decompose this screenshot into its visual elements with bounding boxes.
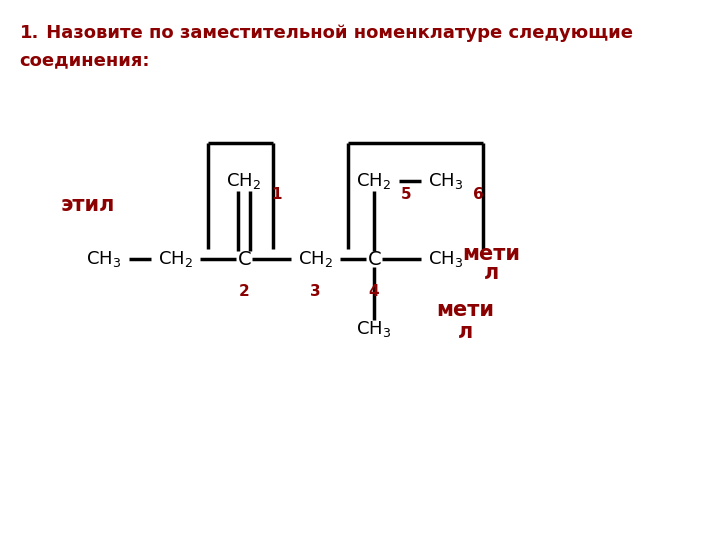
Text: $\mathregular{C}$: $\mathregular{C}$ bbox=[237, 249, 251, 269]
Text: $\mathregular{CH_3}$: $\mathregular{CH_3}$ bbox=[356, 319, 392, 340]
Text: $\mathregular{CH_3}$: $\mathregular{CH_3}$ bbox=[428, 249, 463, 269]
Text: 3: 3 bbox=[310, 284, 320, 299]
Text: $\mathregular{CH_2}$: $\mathregular{CH_2}$ bbox=[158, 249, 193, 269]
Text: 6: 6 bbox=[473, 187, 484, 202]
Text: соединения:: соединения: bbox=[19, 51, 150, 69]
Text: 1.: 1. bbox=[19, 24, 39, 42]
Text: $\mathregular{CH_3}$: $\mathregular{CH_3}$ bbox=[86, 249, 122, 269]
Text: 4: 4 bbox=[369, 284, 379, 299]
Text: $\mathregular{CH_2}$: $\mathregular{CH_2}$ bbox=[298, 249, 333, 269]
Text: л: л bbox=[483, 262, 499, 283]
Text: мети: мети bbox=[462, 244, 520, 264]
Text: $\mathregular{CH_2}$: $\mathregular{CH_2}$ bbox=[226, 171, 261, 191]
Text: этил: этил bbox=[60, 195, 115, 215]
Text: $\mathregular{CH_3}$: $\mathregular{CH_3}$ bbox=[428, 171, 463, 191]
Text: 1: 1 bbox=[271, 187, 282, 202]
Text: мети: мети bbox=[436, 300, 494, 321]
Text: Назовите по заместительной номенклатуре следующие: Назовите по заместительной номенклатуре … bbox=[40, 24, 634, 42]
Text: л: л bbox=[457, 322, 472, 342]
Text: 2: 2 bbox=[238, 284, 249, 299]
Text: $\mathregular{C}$: $\mathregular{C}$ bbox=[366, 249, 382, 269]
Text: 5: 5 bbox=[401, 187, 412, 202]
Text: $\mathregular{CH_2}$: $\mathregular{CH_2}$ bbox=[356, 171, 392, 191]
